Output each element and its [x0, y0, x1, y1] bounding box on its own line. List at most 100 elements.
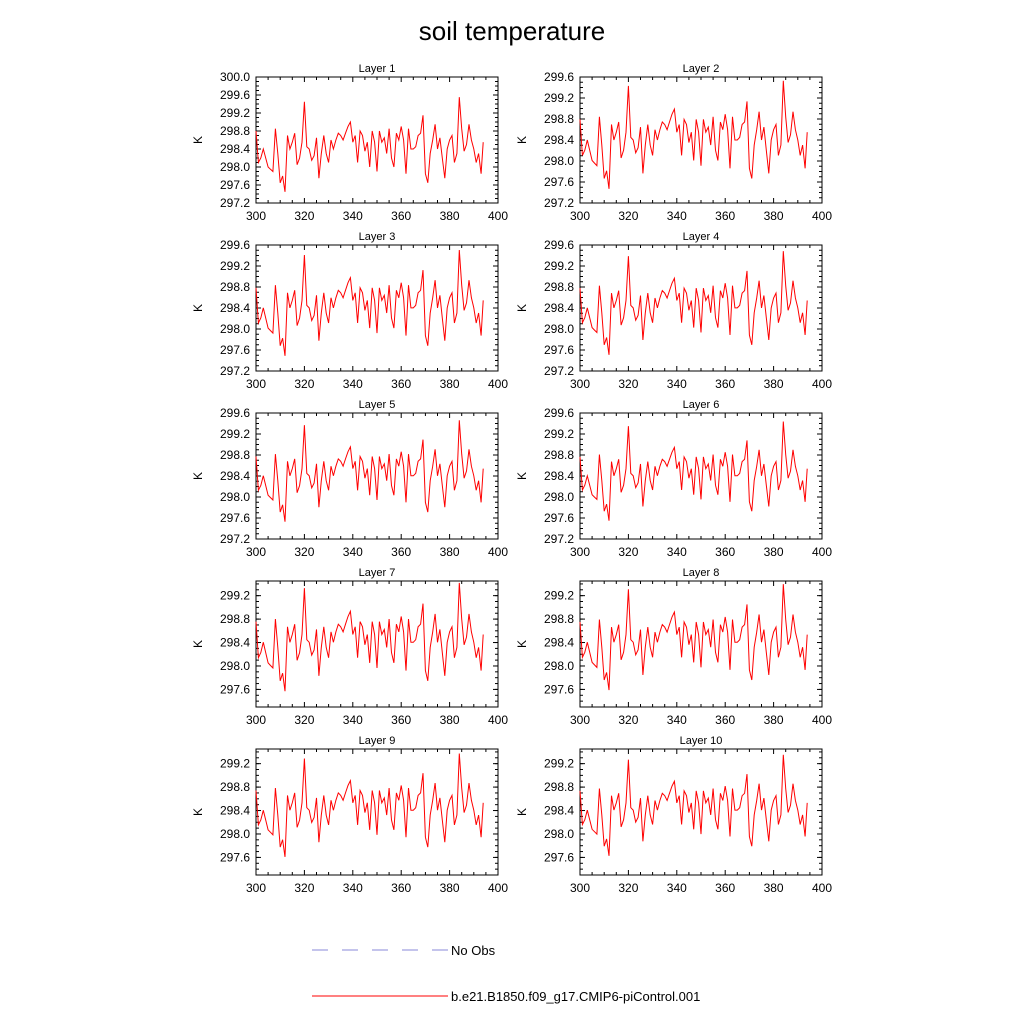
x-tick-label: 380 — [440, 209, 460, 223]
panel-layer-2: Layer 2 K 300 320 340 360 380 400 297.2 297.6 298.… — [515, 63, 832, 223]
series-line — [255, 753, 484, 857]
x-tick-label: 340 — [343, 545, 363, 559]
x-tick-label: 340 — [343, 377, 363, 391]
x-tick-label: 320 — [618, 209, 638, 223]
y-tick-label: 299.6 — [220, 406, 250, 420]
y-tick-label: 298.4 — [220, 301, 250, 315]
y-tick-label: 298.8 — [544, 780, 574, 794]
x-tick-label: 340 — [343, 881, 363, 895]
y-tick-label: 298.4 — [220, 636, 250, 650]
y-tick-label: 298.4 — [544, 636, 574, 650]
y-tick-label: 297.6 — [220, 343, 250, 357]
y-tick-label: 299.2 — [220, 757, 250, 771]
y-tick-label: 297.6 — [220, 682, 250, 696]
x-tick-label: 300 — [246, 713, 266, 727]
x-tick-label: 380 — [764, 545, 784, 559]
plot-frame — [579, 76, 823, 204]
x-tick-label: 340 — [667, 881, 687, 895]
x-tick-label: 320 — [294, 545, 314, 559]
series-line — [579, 80, 808, 189]
y-tick-label: 298.4 — [544, 804, 574, 818]
x-tick-label: 400 — [812, 713, 832, 727]
y-tick-label: 299.2 — [220, 427, 250, 441]
x-tick-label: 320 — [618, 377, 638, 391]
x-tick-label: 400 — [488, 545, 508, 559]
y-tick-label: 297.6 — [544, 343, 574, 357]
x-tick-label: 360 — [715, 881, 735, 895]
y-tick-label: 298.4 — [544, 133, 574, 147]
x-tick-label: 320 — [294, 713, 314, 727]
x-tick-label: 380 — [440, 713, 460, 727]
y-tick-label: 297.2 — [220, 532, 250, 546]
panel-layer-1: Layer 1 K 300 320 340 360 380 400 297.2 297.6 298.… — [191, 63, 508, 223]
y-tick-label: 298.8 — [220, 124, 250, 138]
y-tick-label: 297.2 — [544, 364, 574, 378]
panel-layer-3: Layer 3 K 300 320 340 360 380 400 297.2 297.6 298.… — [191, 231, 508, 391]
panel-title: Layer 2 — [683, 63, 720, 75]
x-tick-label: 340 — [667, 209, 687, 223]
panel-layer-7: Layer 7 K 300 320 340 360 380 400 297.6 298.0 298.… — [191, 567, 508, 727]
series-line — [255, 420, 484, 522]
y-tick-label: 299.6 — [220, 88, 250, 102]
y-axis-label: K — [191, 136, 205, 144]
plot-frame — [255, 748, 499, 876]
y-tick-label: 299.2 — [544, 259, 574, 273]
y-tick-label: 297.2 — [220, 364, 250, 378]
y-axis-label: K — [515, 472, 529, 480]
plot-frame — [255, 580, 499, 708]
panel-layer-9: Layer 9 K 300 320 340 360 380 400 297.6 298.0 298.… — [191, 735, 508, 895]
y-tick-label: 299.6 — [544, 238, 574, 252]
x-tick-label: 300 — [570, 209, 590, 223]
x-tick-label: 380 — [440, 545, 460, 559]
x-tick-label: 400 — [812, 881, 832, 895]
y-tick-label: 297.2 — [544, 532, 574, 546]
x-tick-label: 360 — [391, 377, 411, 391]
x-tick-label: 360 — [715, 377, 735, 391]
panel-layer-6: Layer 6 K 300 320 340 360 380 400 297.2 297.6 298.… — [515, 399, 832, 559]
series-line — [255, 582, 484, 692]
x-tick-label: 360 — [391, 545, 411, 559]
panel-layer-10: Layer 10 K 300 320 340 360 380 400 297.6 298.0 298… — [515, 735, 832, 895]
x-tick-label: 380 — [764, 209, 784, 223]
y-axis-label: K — [191, 472, 205, 480]
x-tick-label: 380 — [764, 713, 784, 727]
y-tick-label: 298.0 — [544, 322, 574, 336]
y-tick-label: 298.4 — [220, 142, 250, 156]
y-tick-label: 298.0 — [220, 659, 250, 673]
x-tick-label: 400 — [488, 209, 508, 223]
y-tick-label: 299.2 — [220, 259, 250, 273]
panel-title: Layer 8 — [683, 567, 720, 579]
figure-title: soil temperature — [419, 16, 605, 46]
x-tick-label: 300 — [246, 545, 266, 559]
plot-frame — [579, 244, 823, 372]
x-tick-label: 360 — [391, 713, 411, 727]
plot-frame — [255, 412, 499, 540]
y-tick-label: 297.6 — [220, 850, 250, 864]
panel-title: Layer 3 — [359, 231, 396, 243]
x-tick-label: 400 — [812, 209, 832, 223]
y-axis-label: K — [515, 304, 529, 312]
y-axis-label: K — [191, 304, 205, 312]
x-tick-label: 300 — [570, 713, 590, 727]
x-tick-label: 320 — [294, 209, 314, 223]
legend-label-no-obs: No Obs — [451, 943, 496, 958]
y-tick-label: 298.0 — [544, 154, 574, 168]
x-tick-label: 300 — [570, 545, 590, 559]
x-tick-label: 400 — [488, 713, 508, 727]
x-tick-label: 400 — [812, 545, 832, 559]
x-tick-label: 340 — [343, 713, 363, 727]
x-tick-label: 320 — [618, 713, 638, 727]
y-tick-label: 297.6 — [544, 682, 574, 696]
y-axis-label: K — [515, 640, 529, 648]
y-tick-label: 298.0 — [220, 490, 250, 504]
y-tick-label: 299.2 — [220, 106, 250, 120]
y-tick-label: 299.2 — [544, 91, 574, 105]
plot-frame — [579, 748, 823, 876]
y-tick-label: 299.2 — [544, 757, 574, 771]
y-tick-label: 299.6 — [544, 70, 574, 84]
y-tick-label: 297.6 — [220, 178, 250, 192]
x-tick-label: 320 — [294, 881, 314, 895]
series-line — [579, 584, 808, 691]
y-tick-label: 298.4 — [544, 301, 574, 315]
